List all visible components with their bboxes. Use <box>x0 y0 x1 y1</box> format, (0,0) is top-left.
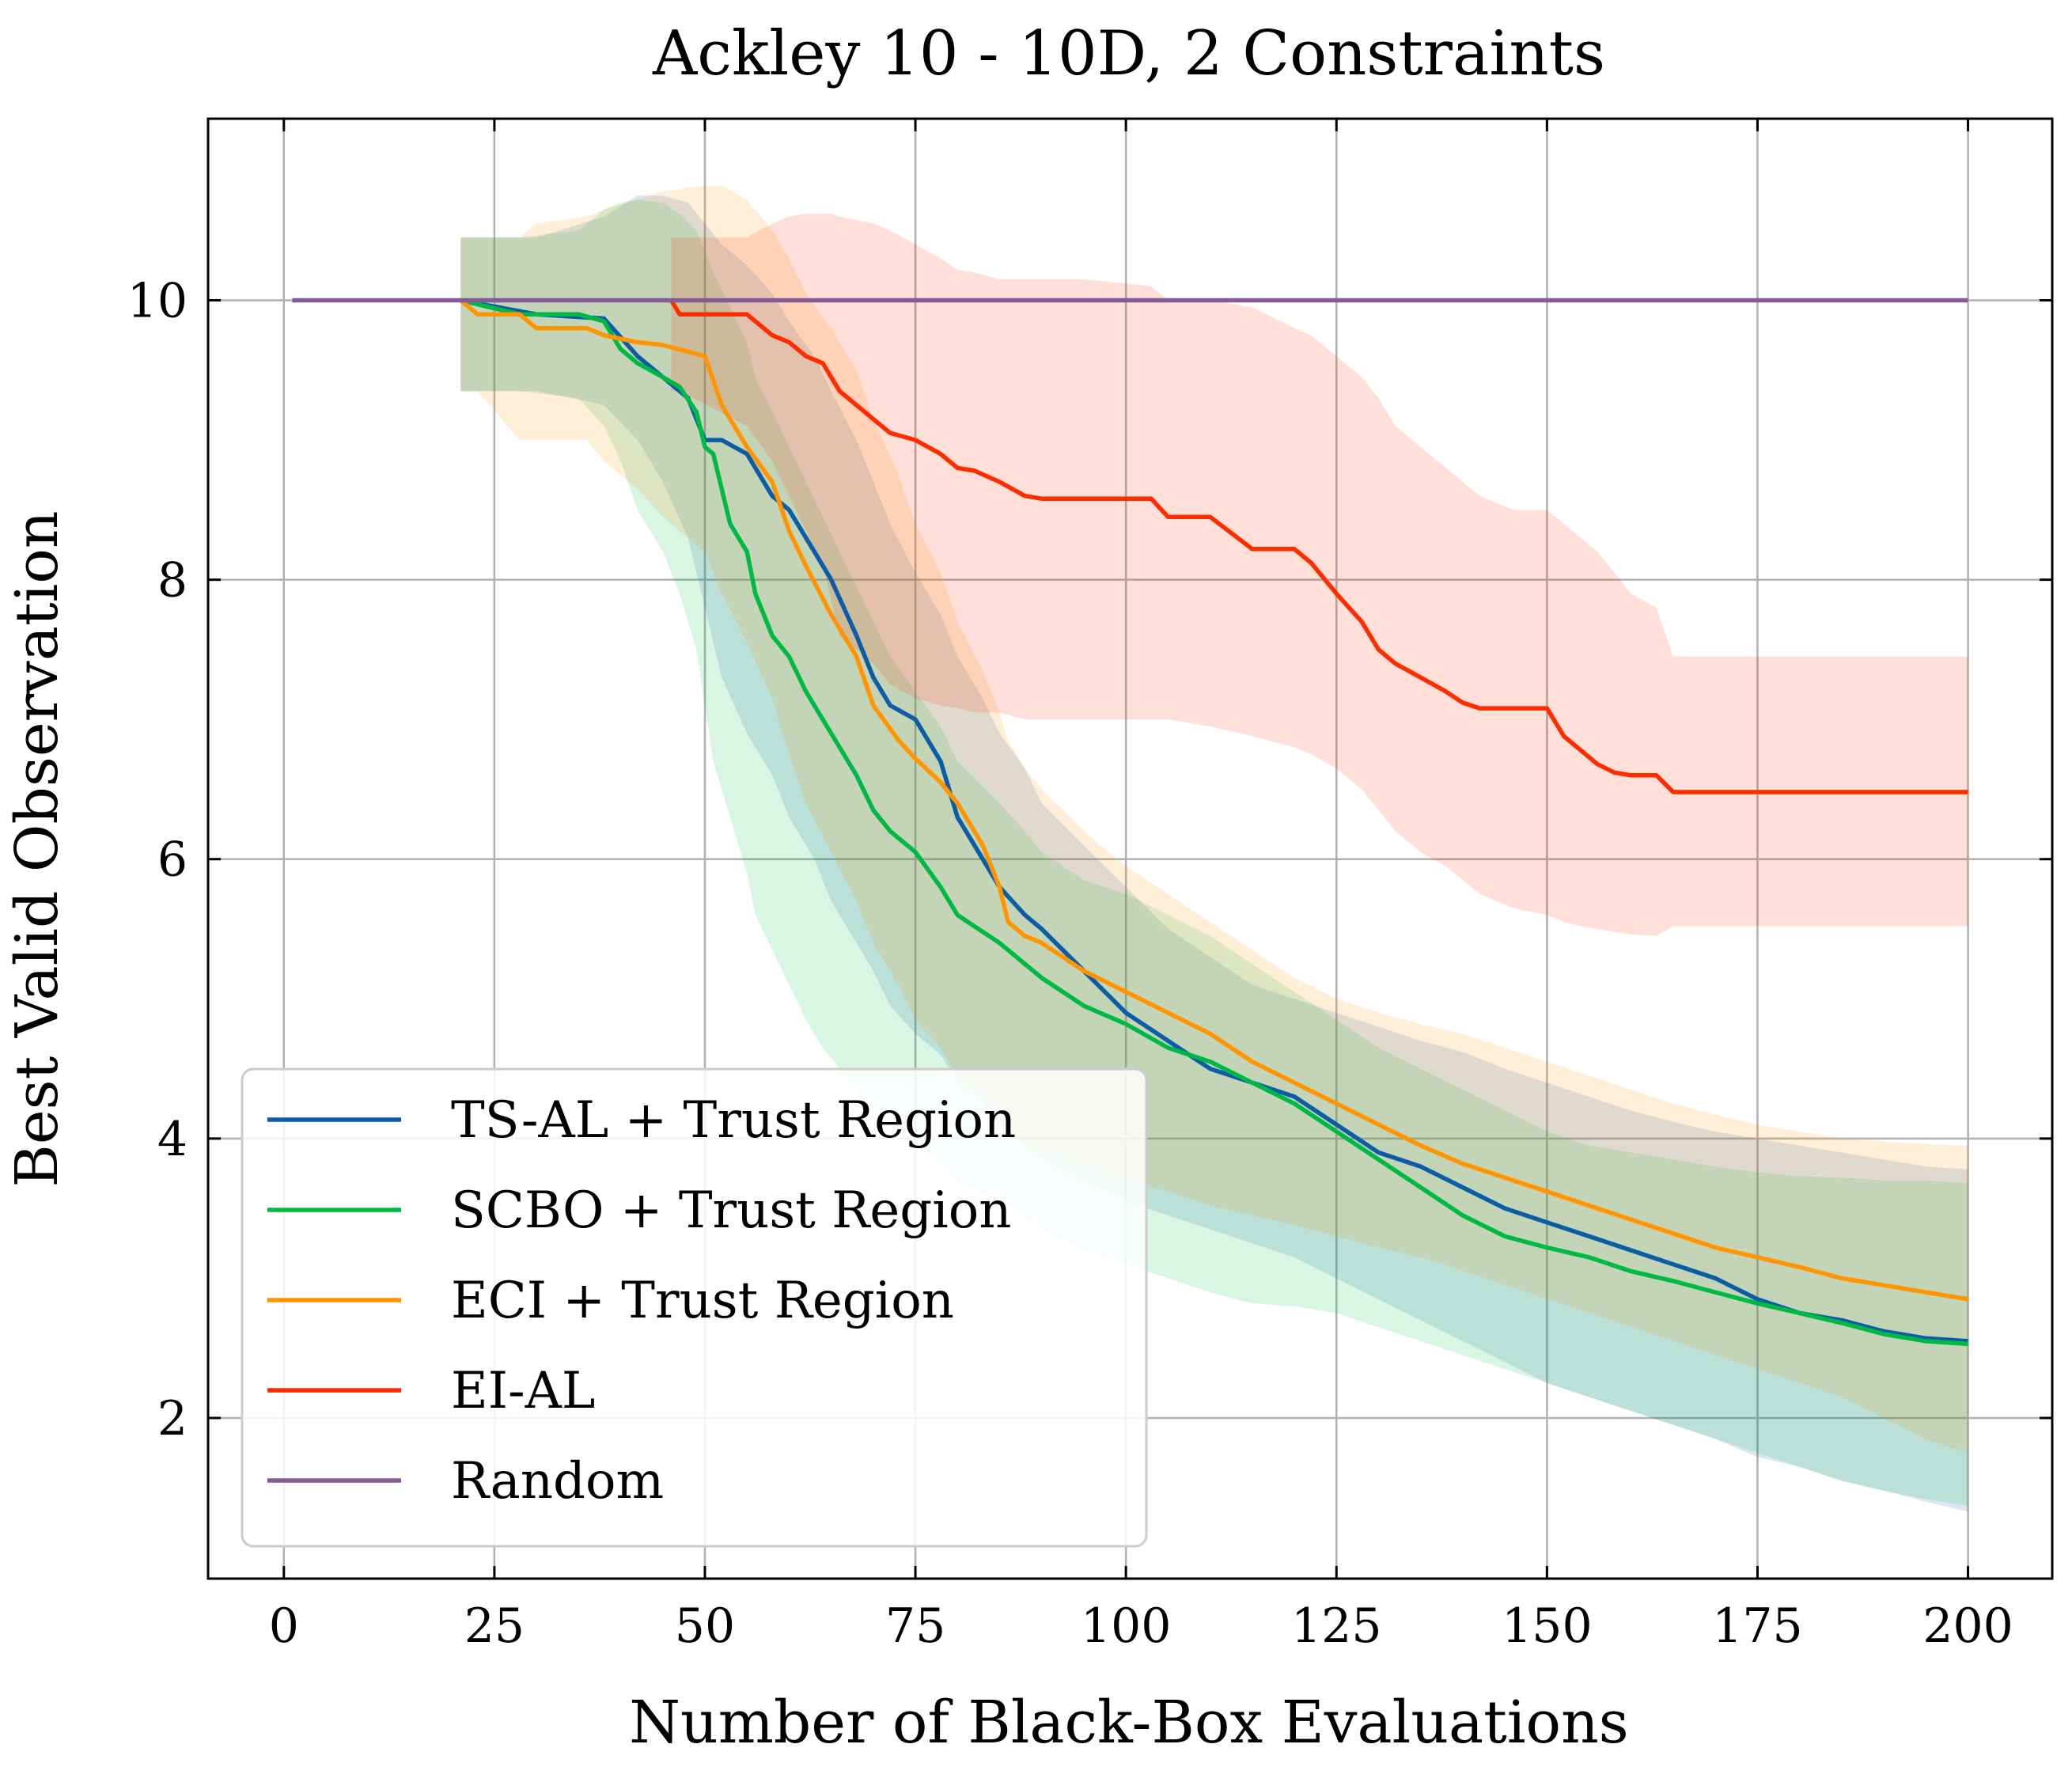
band-scbo-trust-region <box>460 199 1968 1507</box>
series-lines <box>292 298 1969 1347</box>
axis-ticks: 0 25 50 75 100 125 150 175 200 2 4 6 8 10 <box>127 119 2052 1654</box>
y-tick-label: 2 <box>157 1391 188 1446</box>
y-tick-label: 8 <box>157 553 188 609</box>
plot-frame <box>206 117 2054 1580</box>
x-tick-label: 100 <box>1081 1598 1172 1654</box>
band-eci-trust-region <box>460 185 1968 1454</box>
line-eci-trust-region <box>459 298 1969 1302</box>
y-axis-label: Best Valid Observation <box>3 510 71 1187</box>
x-tick-label: 200 <box>1922 1598 2013 1654</box>
y-tick-label: 6 <box>157 832 188 888</box>
x-tick-label: 175 <box>1712 1598 1803 1654</box>
legend-label: Random <box>451 1452 664 1511</box>
x-tick-label: 0 <box>269 1598 299 1654</box>
legend-label: TS-AL + Trust Region <box>451 1091 1016 1150</box>
legend: TS-AL + Trust Region SCBO + Trust Region E… <box>241 1067 1148 1548</box>
band-ts-al-trust-region <box>460 195 1968 1512</box>
legend-box <box>241 1067 1148 1548</box>
x-tick-label: 25 <box>464 1598 525 1654</box>
x-axis-label: Number of Black-Box Evaluations <box>629 1689 1628 1757</box>
line-scbo-trust-region <box>460 298 1968 1347</box>
legend-label: SCBO + Trust Region <box>451 1181 1011 1240</box>
chart-title: Ackley 10 - 10D, 2 Constraints <box>652 18 1605 89</box>
line-ts-al-trust-region <box>460 298 1968 1344</box>
legend-label: ECI + Trust Region <box>451 1272 954 1330</box>
legend-label: EI-AL <box>451 1362 595 1420</box>
y-tick-label: 10 <box>127 274 188 329</box>
line-ei-al <box>669 299 1968 794</box>
x-tick-label: 50 <box>675 1598 735 1654</box>
x-tick-label: 150 <box>1502 1598 1593 1654</box>
y-tick-label: 4 <box>157 1112 188 1167</box>
x-tick-label: 75 <box>885 1598 945 1654</box>
x-tick-label: 125 <box>1291 1598 1382 1654</box>
